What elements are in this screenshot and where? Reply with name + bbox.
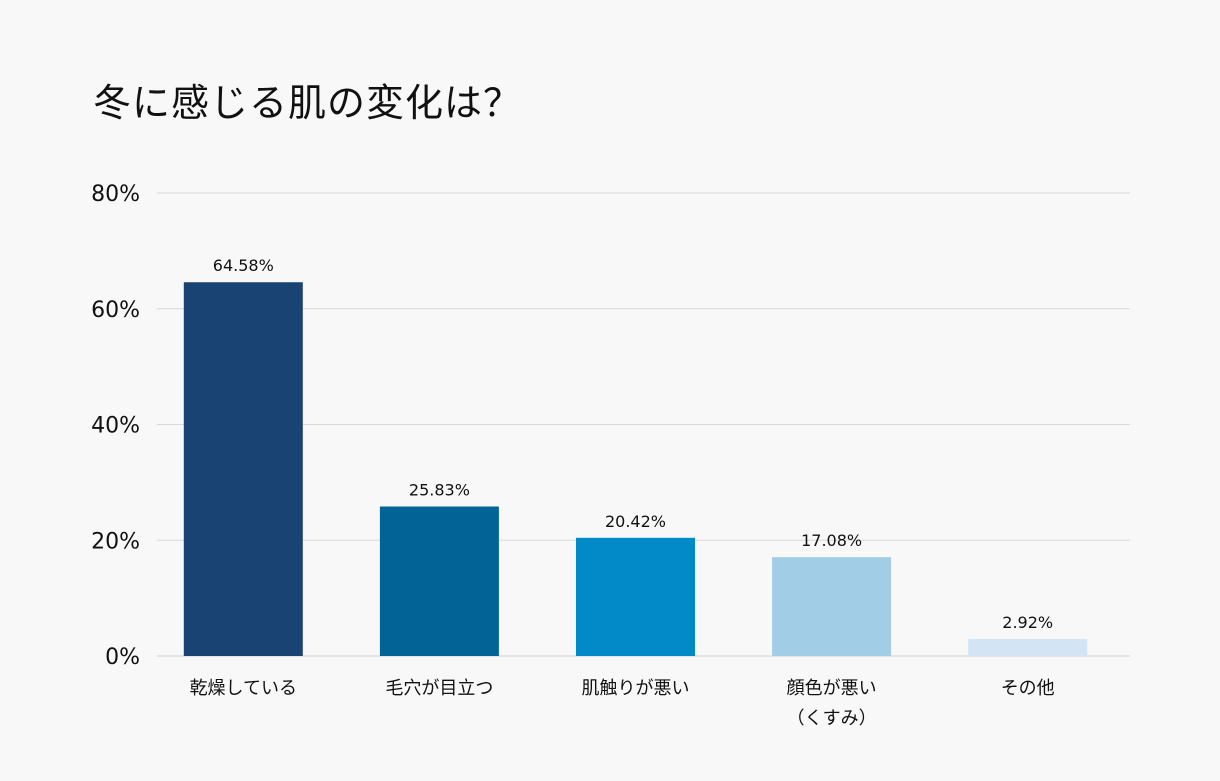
data-label: 17.08% xyxy=(801,531,862,550)
bar xyxy=(772,557,892,656)
bar xyxy=(183,282,303,656)
x-tick-label: 顔色が悪い xyxy=(787,678,877,699)
x-tick-label: その他 xyxy=(1001,678,1055,699)
y-tick-label: 80% xyxy=(91,182,140,207)
y-tick-label: 40% xyxy=(91,414,140,439)
y-axis-ticks: 0% 20% 40% 60% 80% xyxy=(91,182,140,670)
chart-title: 冬に感じる肌の変化は？ xyxy=(93,81,523,125)
x-tick-label: 毛穴が目立つ xyxy=(385,678,493,699)
value-labels: 64.58% 25.83% 20.42% 17.08% 2.92% xyxy=(213,256,1053,632)
data-label: 64.58% xyxy=(213,256,274,275)
y-tick-label: 20% xyxy=(91,529,140,554)
data-label: 25.83% xyxy=(409,481,470,500)
y-tick-label: 60% xyxy=(91,298,140,323)
data-label: 20.42% xyxy=(605,512,666,531)
bar xyxy=(968,639,1088,656)
x-tick-label: 乾燥している xyxy=(190,678,297,699)
bar xyxy=(379,506,499,656)
category-labels: 乾燥している 毛穴が目立つ 肌触りが悪い 顔色が悪い （くすみ） その他 xyxy=(190,678,1055,729)
x-tick-label: 肌触りが悪い xyxy=(582,678,690,699)
y-tick-label: 0% xyxy=(105,645,140,670)
bar xyxy=(576,537,695,656)
bars xyxy=(183,282,1088,656)
data-label: 2.92% xyxy=(1002,613,1053,632)
x-tick-label: （くすみ） xyxy=(787,708,877,729)
